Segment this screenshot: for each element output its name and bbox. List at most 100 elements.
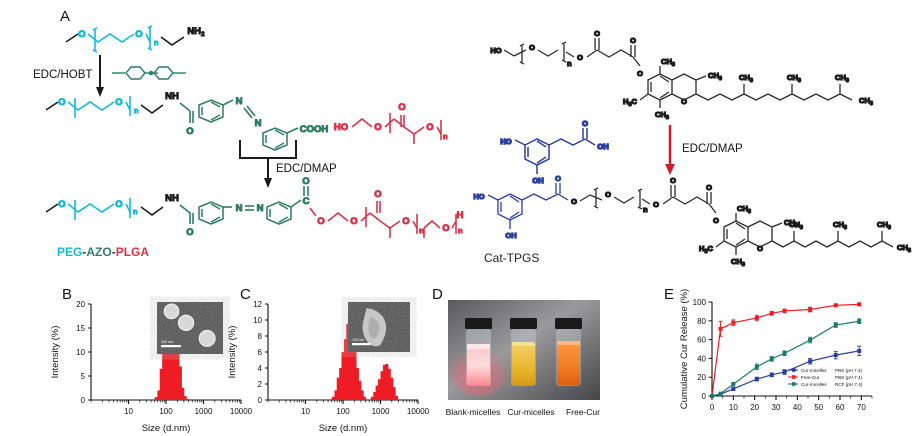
tem-inset: 100 nm (157, 302, 223, 354)
svg-text:20: 20 (750, 403, 759, 412)
product-part-azo: AZO (86, 245, 111, 259)
atom-o: O (594, 29, 600, 38)
structure-tpgs: HO O n O O O O CH3 H3C CH3 O CH3 (490, 28, 874, 121)
vial-cur-micelles (510, 318, 537, 386)
atom-o: O (571, 197, 577, 206)
legend-series-name: Free-Cur (801, 375, 820, 380)
product-part-peg: PEG (57, 245, 82, 259)
reaction-arrow-right (665, 125, 675, 175)
atom-ho: HO (473, 192, 484, 201)
svg-text:20: 20 (697, 373, 706, 382)
panel-b-letter: B (62, 286, 73, 303)
legend-series-medium: RCF (pH 7.4) (835, 382, 863, 387)
atom-o: O (605, 190, 611, 199)
svg-text:8: 8 (258, 332, 263, 341)
repeat-n: n (458, 226, 463, 235)
atom-o: O (706, 183, 712, 192)
methyl-ch3: CH3 (897, 243, 911, 254)
svg-text:40: 40 (793, 403, 802, 412)
vial-blank-micelles (465, 318, 492, 386)
structure-peg-azo-cooh: O O n NH O N N COOH (45, 91, 329, 151)
svg-text:10: 10 (76, 348, 85, 357)
svg-text:10000: 10000 (230, 407, 253, 416)
panel-a-right-scheme: HO O n O O O O CH3 H3C CH3 O CH3 (470, 0, 913, 275)
atom-o: O (653, 200, 659, 209)
methyl-ch3: CH3 (835, 73, 849, 84)
atom-o: O (115, 97, 122, 108)
tem-inset: 100 nm (348, 302, 410, 352)
atom-h: H (457, 210, 464, 221)
panel-c-letter: C (240, 286, 251, 303)
structure-peg-azo-plga: O O n NH O N N C O (45, 176, 464, 239)
panel-d-labels: Blank-micelles Cur-micelles Free-Cur (443, 404, 613, 422)
atom-o: O (317, 216, 324, 227)
atom-nh: NH (165, 91, 179, 102)
svg-text:0: 0 (258, 396, 263, 405)
svg-text:60: 60 (836, 403, 845, 412)
methyl-ch3: CH3 (833, 220, 847, 231)
atom-o: O (555, 174, 561, 183)
atom-cooh: COOH (300, 124, 329, 135)
atom-n: N (236, 203, 243, 214)
atom-ho: HO (490, 46, 501, 55)
vial-label-free: Free-Cur (566, 407, 600, 417)
svg-text:30: 30 (772, 403, 781, 412)
panel-d-letter: D (432, 286, 443, 303)
svg-text:0: 0 (81, 396, 86, 405)
atom-o: O (713, 216, 719, 225)
svg-text:PEG-AZO-PLGA: PEG-AZO-PLGA (57, 245, 149, 259)
panel-a-left-scheme: O O n NH2 EDC/HOBT O O n (0, 0, 470, 275)
repeat-n: n (133, 207, 138, 216)
svg-text:2: 2 (258, 380, 263, 389)
svg-text:15: 15 (76, 324, 85, 333)
methyl-ch3: CH3 (737, 204, 751, 215)
atom-o: O (398, 102, 405, 113)
repeat-n: n (443, 132, 448, 141)
methyl-ch3: CH3 (787, 73, 801, 84)
atom-o: O (757, 244, 763, 253)
svg-text:100: 100 (159, 407, 173, 416)
svg-text:10: 10 (124, 407, 133, 416)
svg-text:40: 40 (697, 354, 706, 363)
panel-e-letter: E (664, 286, 675, 303)
structure-mpeg-amine: O O n NH2 (65, 25, 206, 53)
methyl-ch3: CH3 (731, 257, 745, 268)
methyl-h3c: H3C (623, 97, 637, 108)
svg-text:80: 80 (697, 317, 706, 326)
methyl-ch3: CH3 (655, 110, 669, 121)
structure-catechol-reagent: O OH HO OH (500, 118, 610, 186)
atom-oh: OH (505, 231, 516, 240)
svg-text:Size (d.nm): Size (d.nm) (142, 423, 191, 434)
atom-c: C (303, 196, 310, 207)
svg-text:100: 100 (336, 407, 350, 416)
methyl-ch3: CH3 (661, 57, 675, 68)
panel-d-photo (448, 300, 600, 400)
atom-o: O (58, 97, 65, 108)
atom-o: O (529, 43, 535, 52)
svg-text:50: 50 (814, 403, 823, 412)
svg-text:Size (d.nm): Size (d.nm) (319, 423, 368, 434)
atom-oh: OH (532, 176, 543, 185)
svg-text:Cumulative Cur Release (%): Cumulative Cur Release (%) (679, 289, 690, 409)
atom-o: O (302, 176, 309, 187)
svg-text:1000: 1000 (372, 407, 390, 416)
atom-o: O (350, 216, 357, 227)
repeat-n: n (643, 205, 648, 214)
atom-n: N (257, 203, 264, 214)
reagent-label-right: EDC/DMAP (682, 143, 743, 155)
legend-series-name: Cur-micelles (801, 382, 827, 387)
svg-text:12: 12 (253, 300, 262, 309)
vial-label-cur: Cur-micelles (507, 407, 554, 417)
atom-o: O (681, 97, 687, 106)
atom-o: O (630, 36, 636, 45)
svg-text:70: 70 (857, 403, 866, 412)
panel-a-letter: A (60, 8, 71, 25)
reaction-arrow-2 (239, 140, 297, 188)
atom-o: O (186, 227, 193, 238)
atom-o: O (670, 176, 676, 185)
svg-text:1000: 1000 (195, 407, 213, 416)
svg-text:5: 5 (81, 372, 86, 381)
repeat-n: n (154, 38, 159, 47)
atom-n: N (236, 96, 243, 107)
methyl-ch3: CH3 (739, 73, 753, 84)
